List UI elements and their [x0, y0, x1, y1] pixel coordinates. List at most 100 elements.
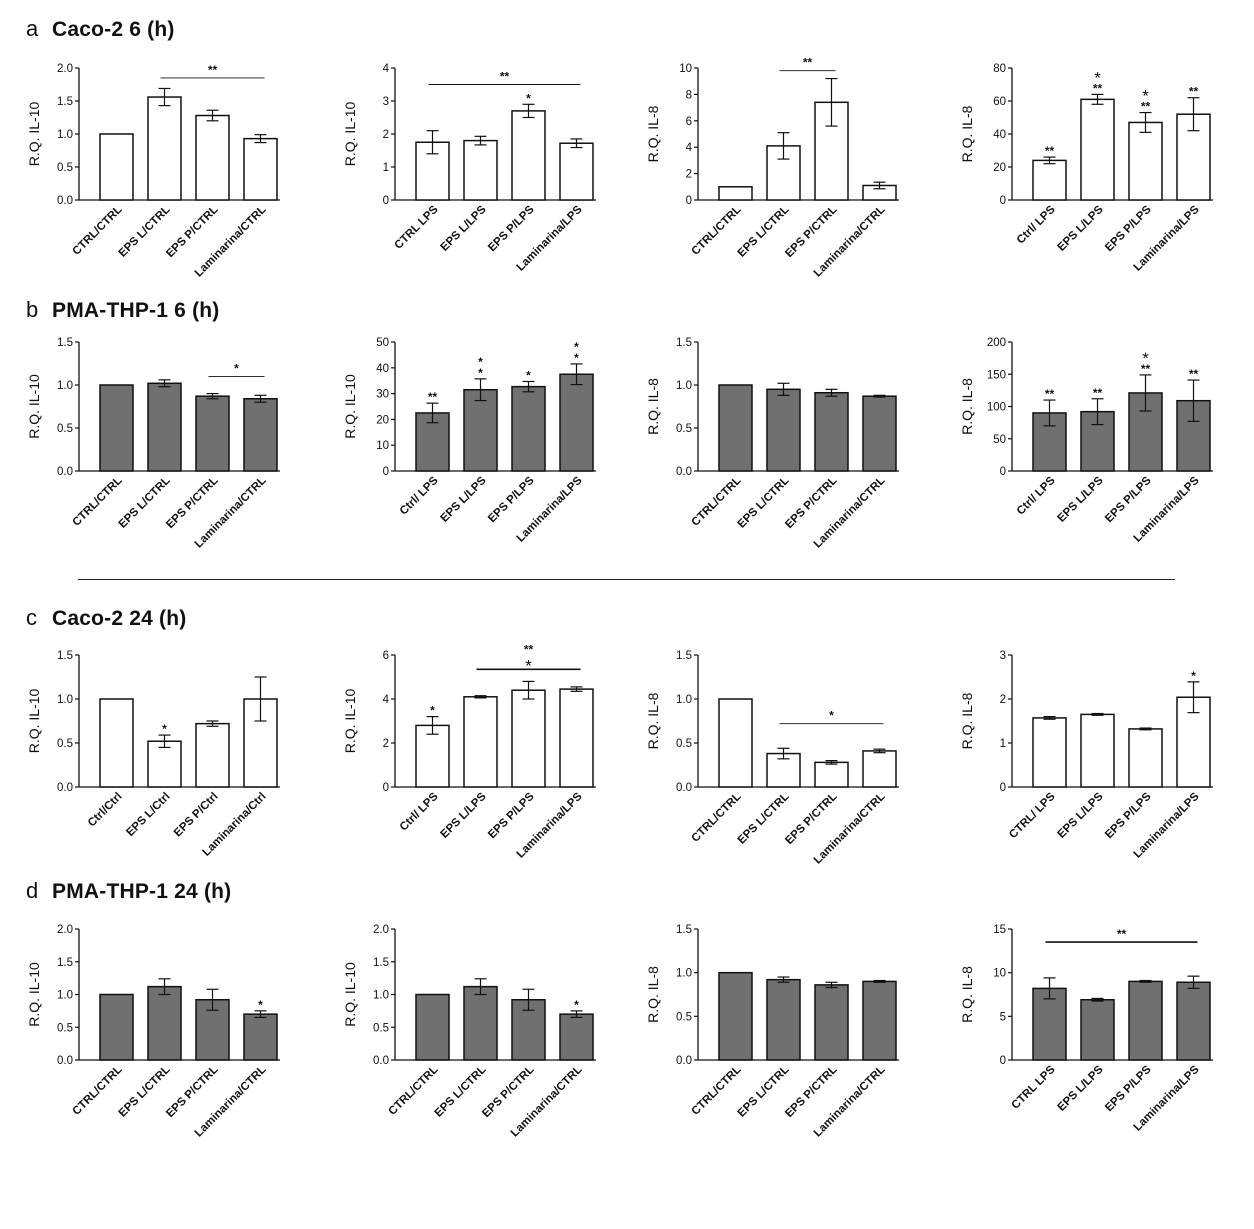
category-label: CTRL/CTRL	[690, 1064, 744, 1118]
significance-mark: **	[1093, 81, 1103, 95]
bar	[511, 110, 546, 201]
category-label: EPS P/LPS	[1103, 1063, 1154, 1114]
category-label: CTRL/CTRL	[71, 204, 125, 258]
category-label: EPS P/LPS	[1103, 474, 1154, 525]
bar	[1128, 980, 1163, 1061]
significance-mark: *	[1094, 68, 1101, 87]
category-label: CTRL LPS	[1010, 1063, 1058, 1111]
bar	[463, 985, 498, 1061]
significance-mark: *	[1142, 87, 1149, 106]
significance-mark: *	[574, 351, 579, 365]
category-label: EPS L/LPS	[1056, 474, 1106, 524]
category-label: EPS L/LPS	[439, 203, 489, 253]
bar	[766, 978, 801, 1061]
y-tick-label: 1.5	[57, 337, 73, 349]
bar	[766, 388, 801, 472]
panel-letter: d	[26, 878, 39, 903]
panel-title: Caco-2 24 (h)	[52, 607, 187, 630]
y-tick-label: 1.0	[57, 380, 73, 392]
y-axis-label: R.Q. IL-8	[645, 966, 661, 1023]
bracket-significance: **	[524, 642, 534, 656]
bar	[147, 96, 182, 201]
y-axis-label: R.Q. IL-8	[645, 378, 661, 435]
y-tick-label: 10	[376, 440, 389, 452]
category-label: CTRL/CTRL	[690, 204, 744, 258]
category-label: EPS L/LPS	[1056, 1063, 1106, 1113]
y-axis-label: R.Q. IL-8	[959, 378, 975, 435]
significance-mark: *	[1142, 349, 1149, 368]
y-tick-label: 3	[383, 96, 389, 108]
y-tick-label: 0	[686, 195, 692, 207]
bar	[99, 384, 134, 472]
y-tick-label: 0.0	[373, 1055, 389, 1067]
bar	[415, 724, 450, 788]
y-tick-label: 6	[686, 116, 692, 128]
bracket-significance: **	[500, 70, 510, 84]
y-tick-label: 2.0	[373, 924, 389, 936]
y-tick-label: 2	[383, 129, 389, 141]
bar	[147, 740, 182, 788]
bar	[511, 385, 546, 472]
y-tick-label: 1.5	[373, 957, 389, 969]
significance-mark: *	[574, 340, 579, 354]
y-tick-label: 4	[383, 63, 390, 75]
bar	[814, 761, 849, 788]
bar	[862, 395, 897, 472]
bar	[463, 139, 498, 201]
bracket-significance: **	[803, 56, 813, 70]
bar	[1128, 121, 1163, 201]
significance-mark: **	[1093, 386, 1103, 400]
bar	[1176, 981, 1211, 1061]
y-tick-label: 1.5	[57, 957, 73, 969]
panel-letter: a	[26, 16, 39, 41]
y-axis-label: R.Q. IL-10	[342, 689, 358, 754]
y-tick-label: 8	[686, 89, 692, 101]
bar	[1080, 98, 1115, 201]
y-tick-label: 150	[987, 369, 1006, 381]
y-tick-label: 2.0	[57, 63, 73, 75]
y-tick-label: 2	[686, 169, 692, 181]
y-tick-label: 20	[376, 414, 389, 426]
bar	[243, 398, 278, 472]
bar	[559, 1013, 594, 1061]
y-tick-label: 0.0	[57, 782, 73, 794]
y-tick-label: 3	[1000, 650, 1006, 662]
bar	[147, 382, 182, 472]
significance-mark: *	[478, 366, 483, 380]
y-tick-label: 2	[1000, 694, 1006, 706]
y-tick-label: 0.5	[57, 738, 73, 750]
y-axis-label: R.Q. IL-8	[959, 966, 975, 1023]
y-tick-label: 4	[383, 694, 390, 706]
y-tick-label: 5	[1000, 1011, 1006, 1023]
y-tick-label: 0	[1000, 466, 1006, 478]
bar	[463, 388, 498, 472]
bar	[99, 133, 134, 201]
section-header-c: c Caco-2 24 (h)	[0, 605, 186, 635]
y-tick-label: 20	[993, 162, 1006, 174]
y-tick-label: 40	[993, 129, 1006, 141]
panel-title: PMA-THP-1 6 (h)	[52, 299, 220, 322]
y-tick-label: 0	[383, 782, 389, 794]
bar	[559, 373, 594, 472]
significance-mark: **	[1045, 144, 1055, 158]
category-label: CTRL/ LPS	[1007, 790, 1058, 841]
bar	[1128, 728, 1163, 788]
significance-mark: *	[526, 91, 531, 105]
y-tick-label: 1.5	[676, 924, 692, 936]
y-tick-label: 0.0	[57, 466, 73, 478]
bracket-significance: **	[208, 63, 218, 77]
y-axis-label: R.Q. IL-10	[26, 102, 42, 167]
significance-mark: **	[428, 390, 438, 404]
y-tick-label: 1.5	[676, 650, 692, 662]
bar	[1032, 159, 1067, 201]
y-tick-label: 1.0	[57, 129, 73, 141]
